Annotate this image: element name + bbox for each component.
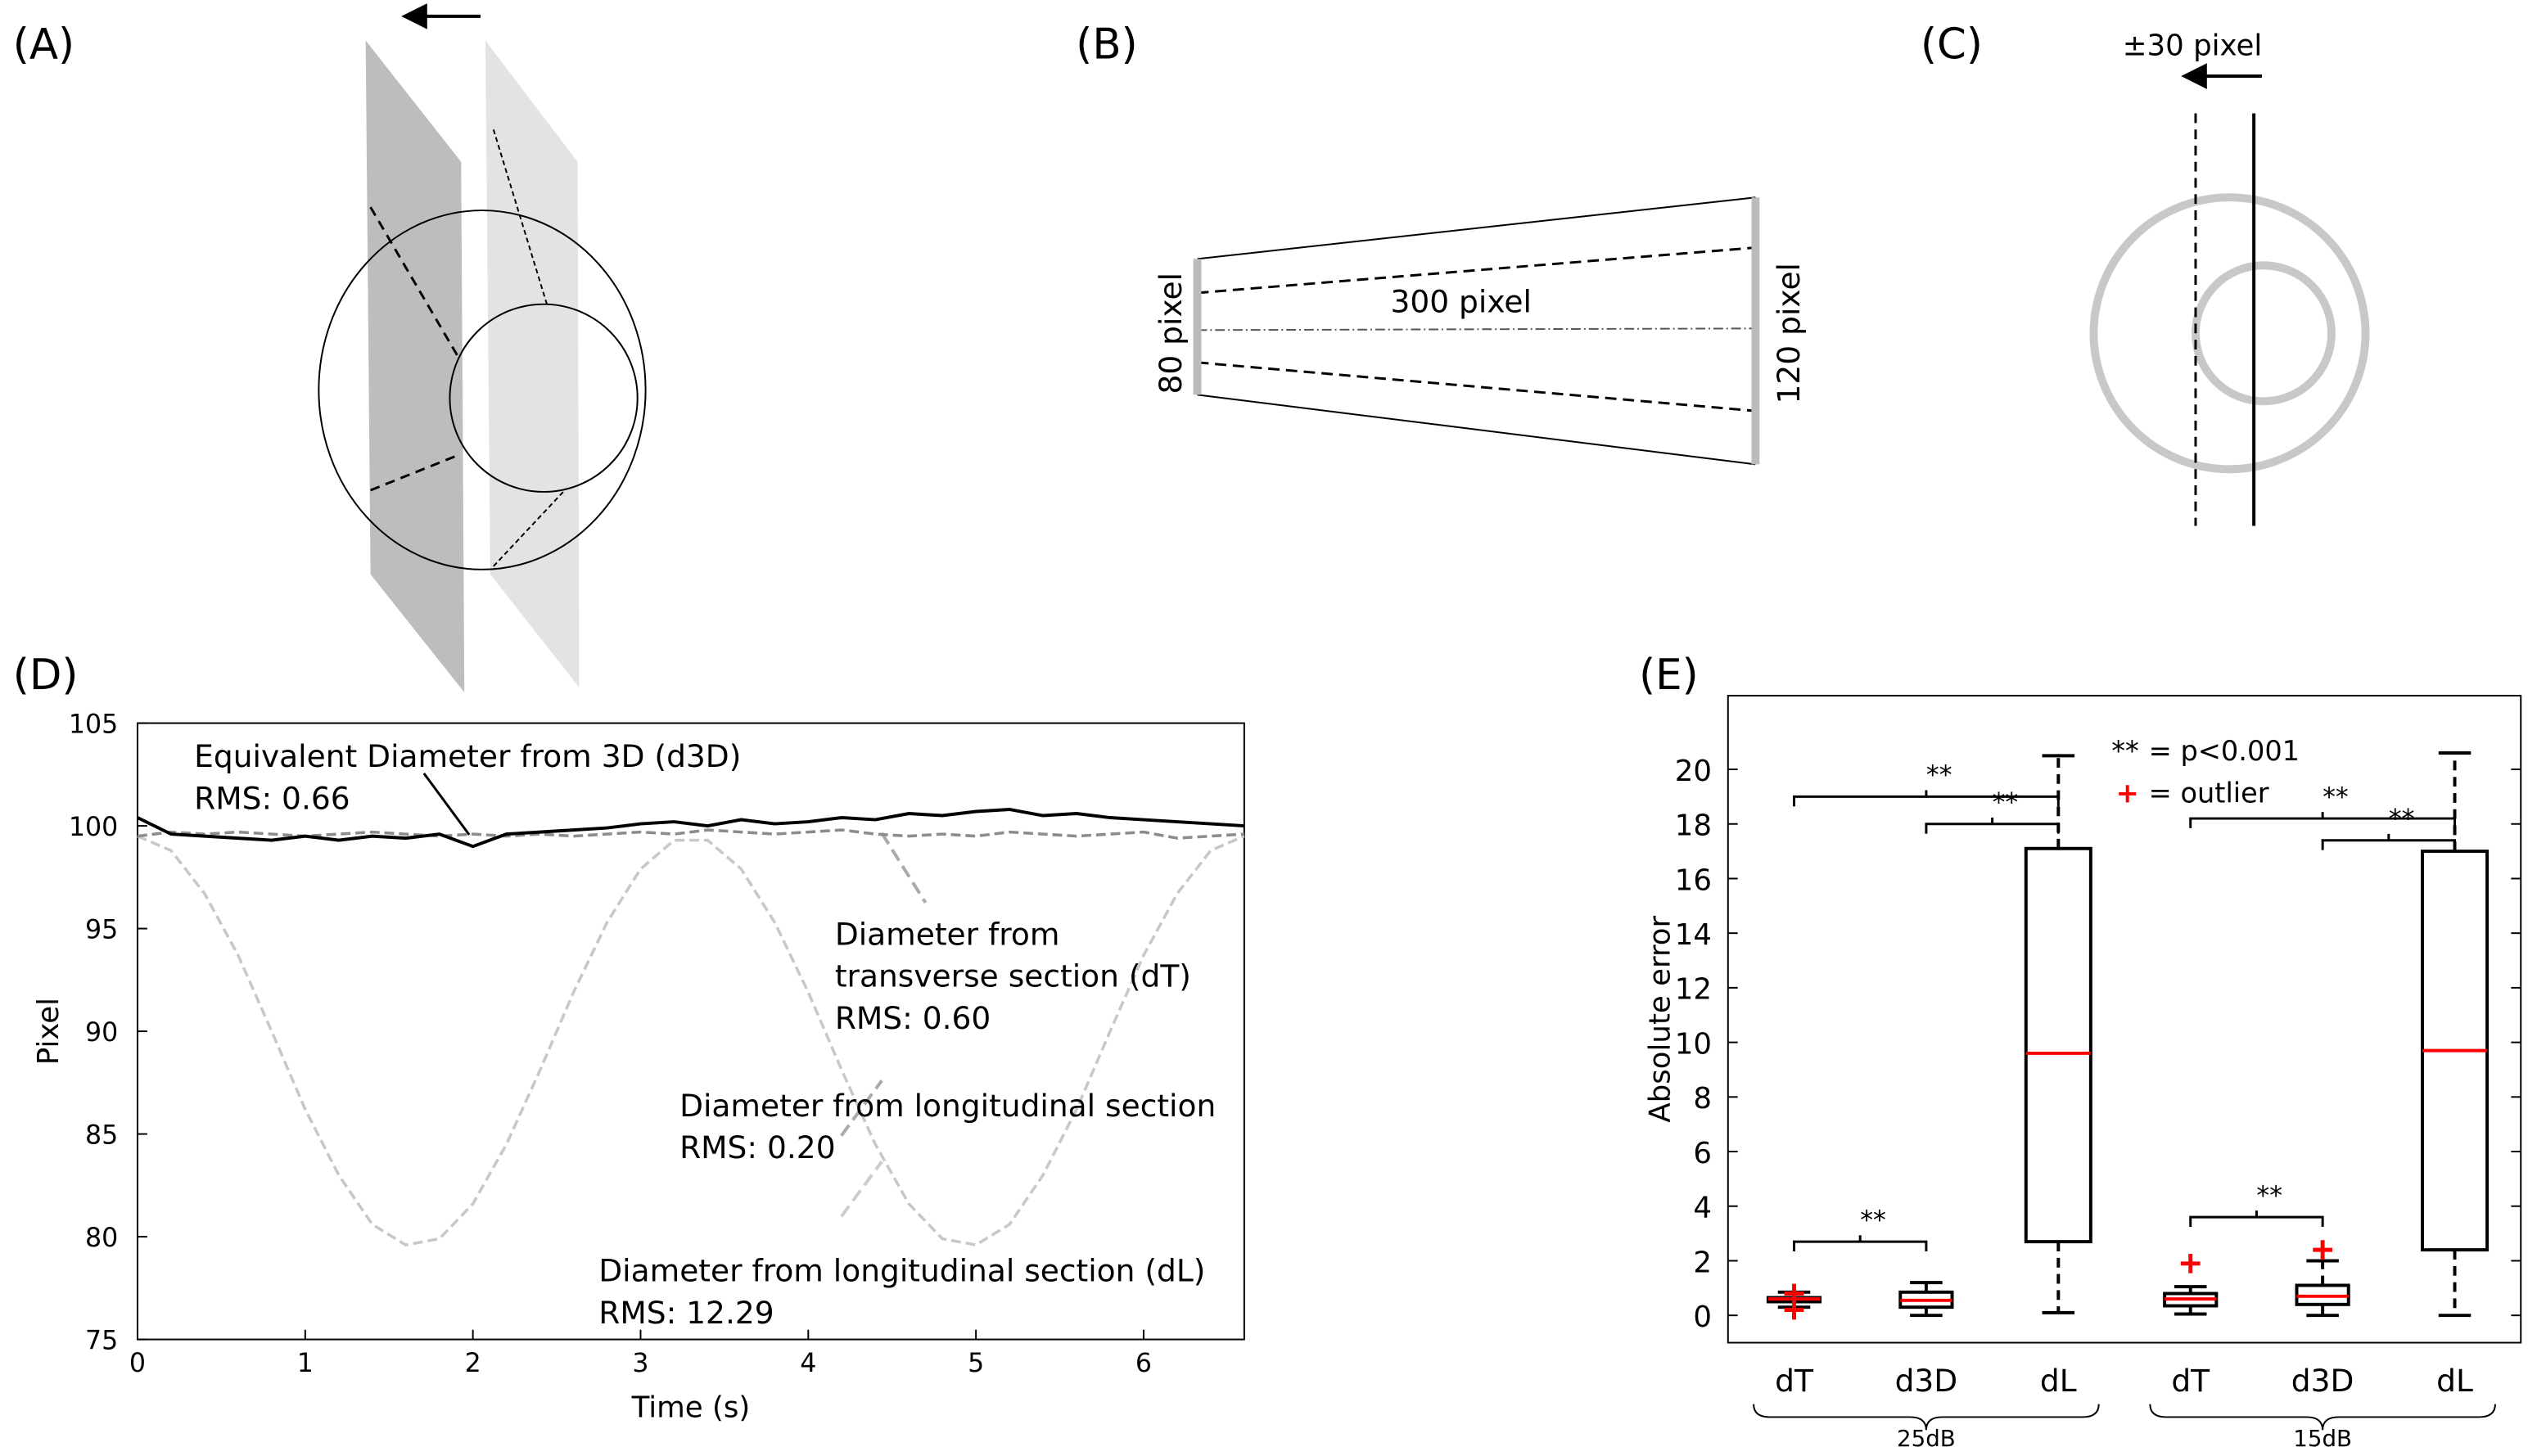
shift-label: ±30 pixel <box>2123 29 2263 62</box>
y-tick-label: 75 <box>85 1326 118 1355</box>
y-tick-label: 14 <box>1675 918 1712 952</box>
x-tick-label: dT <box>2171 1363 2210 1399</box>
y-axis-label: Pixel <box>32 998 65 1065</box>
x-tick-label: 3 <box>632 1349 648 1378</box>
significance-bracket <box>1925 817 2060 834</box>
outlier <box>1784 1283 1804 1304</box>
significance-bracket <box>2189 812 2457 828</box>
panel-label: (B) <box>1076 20 1137 69</box>
x-tick-label: dL <box>2040 1363 2077 1399</box>
group-brace <box>2149 1404 2496 1431</box>
left-label: 80 pixel <box>1153 273 1189 394</box>
panel-b-diagram <box>1193 196 1760 466</box>
x-tick-label: dL <box>2436 1363 2473 1399</box>
y-tick-label: 6 <box>1693 1137 1712 1170</box>
y-tick-label: 20 <box>1675 755 1712 788</box>
annotation: RMS: 0.20 <box>679 1129 836 1165</box>
annotation: Equivalent Diameter from 3D (d3D) <box>194 738 741 774</box>
series-line <box>137 828 1244 840</box>
y-tick-label: 18 <box>1675 809 1712 843</box>
y-tick-label: 95 <box>85 915 118 944</box>
significance-label: ** <box>1926 761 1952 791</box>
annotation: Diameter from longitudinal section (dL) <box>598 1252 1205 1288</box>
y-axis-label: Absolute error <box>1644 915 1677 1122</box>
y-tick-label: 85 <box>85 1120 118 1150</box>
legend-text: = p<0.001 <box>2149 735 2300 767</box>
x-tick-label: 6 <box>1135 1349 1152 1378</box>
x-tick-label: 1 <box>297 1349 314 1378</box>
significance-bracket <box>1793 790 2060 807</box>
right-label: 120 pixel <box>1771 263 1807 403</box>
y-tick-label: 80 <box>85 1224 118 1253</box>
significance-label: ** <box>2323 782 2349 812</box>
annotation: RMS: 0.60 <box>835 1000 991 1036</box>
annotation: RMS: 0.66 <box>194 780 350 816</box>
legend-symbol: + <box>2116 777 2139 809</box>
outlier <box>2180 1253 2201 1273</box>
x-tick-label: d3D <box>1895 1363 1958 1399</box>
y-tick-label: 90 <box>85 1018 118 1048</box>
x-tick-label: 2 <box>465 1349 481 1378</box>
box <box>2024 846 2092 1244</box>
length-label: 300 pixel <box>1390 284 1531 320</box>
y-tick-label: 10 <box>1675 1027 1712 1061</box>
significance-label: ** <box>2389 805 2415 834</box>
annotation: RMS: 12.29 <box>598 1295 774 1331</box>
x-tick-label: 5 <box>968 1349 984 1378</box>
significance-bracket <box>2189 1210 2324 1227</box>
group-label: 15dB <box>2293 1425 2352 1452</box>
significance-label: ** <box>1860 1206 1886 1235</box>
annotation: Diameter from <box>835 916 1060 952</box>
panel-label: (E) <box>1639 651 1699 700</box>
panel-label: (A) <box>13 20 74 69</box>
panel-label: (C) <box>1921 20 1983 69</box>
significance-bracket <box>2321 833 2457 850</box>
y-tick-label: 105 <box>69 710 118 739</box>
series-line <box>137 834 1245 1246</box>
x-tick-label: d3D <box>2291 1363 2354 1399</box>
annotation: transverse section (dT) <box>835 958 1191 994</box>
x-tick-label: dT <box>1775 1363 1814 1399</box>
group-brace <box>1753 1404 2100 1431</box>
significance-bracket <box>1793 1235 1928 1251</box>
panel-label: (D) <box>13 651 79 700</box>
plot-frame <box>1727 694 2522 1344</box>
y-tick-label: 4 <box>1693 1192 1712 1225</box>
y-tick-label: 8 <box>1693 1082 1712 1116</box>
y-tick-label: 100 <box>69 813 118 842</box>
x-tick-label: 4 <box>800 1349 816 1378</box>
group-label: 25dB <box>1897 1425 1956 1452</box>
annotation: Diameter from longitudinal section <box>679 1088 1216 1124</box>
significance-label: ** <box>2256 1181 2282 1210</box>
x-tick-label: 0 <box>129 1349 146 1378</box>
y-tick-label: 12 <box>1675 973 1712 1007</box>
panel-a-diagram <box>318 3 647 693</box>
y-tick-label: 0 <box>1693 1300 1712 1334</box>
legend-symbol: ** <box>2111 735 2139 767</box>
significance-label: ** <box>1993 788 2019 818</box>
outlier <box>1784 1300 1804 1320</box>
y-tick-label: 16 <box>1675 863 1712 897</box>
panel-c-diagram <box>2089 63 2370 526</box>
outlier <box>2313 1240 2332 1260</box>
x-axis-label: Time (s) <box>631 1391 751 1424</box>
annotation-pointers <box>422 772 928 1218</box>
series-line <box>137 808 1244 849</box>
legend-text: = outlier <box>2149 777 2269 809</box>
y-tick-label: 2 <box>1693 1246 1712 1279</box>
